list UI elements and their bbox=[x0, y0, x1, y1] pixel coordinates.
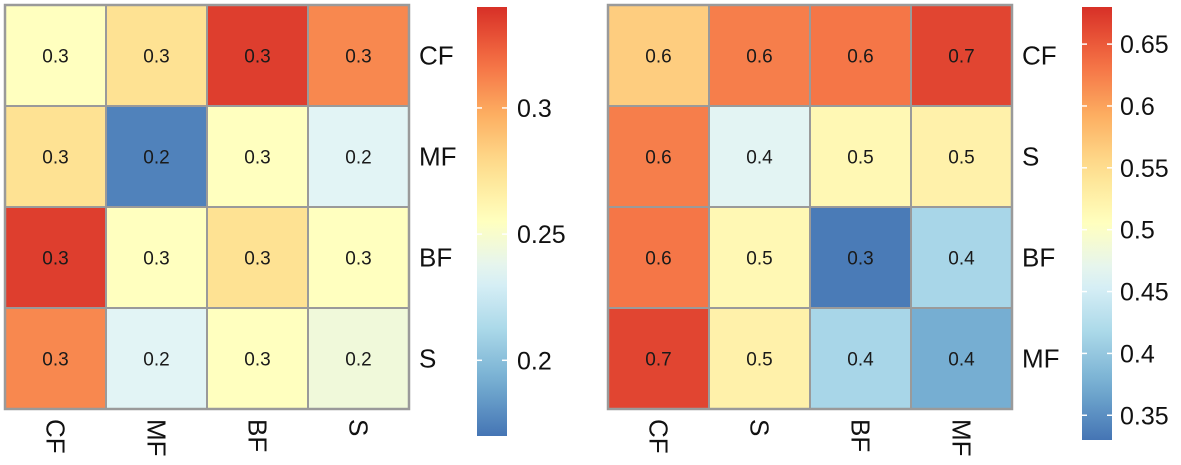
colorbar-tick-label: 0.3 bbox=[517, 95, 552, 123]
cell-value-label: 0.3 bbox=[244, 148, 270, 169]
heatmap-cell bbox=[607, 206, 710, 309]
heatmap-cell bbox=[607, 307, 710, 410]
cell-value-label: 0.2 bbox=[345, 148, 371, 169]
heatmap-cell bbox=[607, 4, 710, 107]
column-label: BF bbox=[243, 419, 273, 452]
colorbar-tick-label: 0.35 bbox=[1120, 402, 1169, 430]
column-label: CF bbox=[644, 419, 674, 454]
colorbar-tick-label: 0.4 bbox=[1120, 340, 1155, 368]
row-label: BF bbox=[419, 243, 452, 273]
heatmap-cell bbox=[4, 4, 107, 107]
cell-value-label: 0.3 bbox=[143, 249, 169, 270]
heatmap-cell bbox=[607, 105, 710, 208]
heatmap-cell bbox=[708, 105, 811, 208]
cell-value-label: 0.3 bbox=[345, 249, 371, 270]
heatmap-cell bbox=[708, 307, 811, 410]
heatmap-cell bbox=[105, 4, 208, 107]
colorbar-tick-label: 0.65 bbox=[1120, 31, 1169, 59]
cell-value-label: 0.7 bbox=[645, 350, 671, 371]
colorbar-tick-label: 0.45 bbox=[1120, 279, 1169, 307]
cell-value-label: 0.5 bbox=[847, 148, 873, 169]
cell-value-label: 0.6 bbox=[847, 47, 873, 68]
row-label: S bbox=[1022, 142, 1039, 172]
column-label: MF bbox=[142, 419, 172, 457]
cell-value-label: 0.4 bbox=[948, 249, 975, 270]
cell-value-label: 0.4 bbox=[948, 350, 975, 371]
row-label: S bbox=[419, 344, 436, 374]
column-label: S bbox=[344, 419, 374, 436]
cell-value-label: 0.5 bbox=[746, 249, 772, 270]
colorbar-tick-label: 0.55 bbox=[1120, 155, 1169, 183]
row-label: BF bbox=[1022, 243, 1055, 273]
column-label: CF bbox=[41, 419, 71, 454]
colorbar bbox=[1082, 7, 1112, 440]
cell-value-label: 0.3 bbox=[42, 47, 68, 68]
cell-value-label: 0.3 bbox=[244, 350, 270, 371]
colorbar-tick-label: 0.5 bbox=[1120, 217, 1155, 245]
column-label: S bbox=[745, 419, 775, 436]
colorbar-tick-label: 0.6 bbox=[1120, 93, 1155, 121]
heatmap-cell bbox=[105, 105, 208, 208]
cell-value-label: 0.4 bbox=[847, 350, 874, 371]
cell-value-label: 0.3 bbox=[42, 148, 68, 169]
heatmap-cell bbox=[307, 206, 410, 309]
row-label: CF bbox=[1022, 41, 1057, 71]
cell-value-label: 0.3 bbox=[345, 47, 371, 68]
cell-value-label: 0.3 bbox=[42, 249, 68, 270]
cell-value-label: 0.6 bbox=[645, 47, 671, 68]
heatmap-frame bbox=[606, 3, 1014, 411]
column-label: MF bbox=[947, 419, 977, 457]
cell-value-label: 0.4 bbox=[746, 148, 773, 169]
cell-value-label: 0.5 bbox=[746, 350, 772, 371]
heatmap-cell bbox=[307, 105, 410, 208]
heatmap-frame bbox=[3, 3, 411, 411]
colorbar bbox=[477, 7, 507, 436]
heatmap-1: 0.3 0.3 0.3 0.3 0.3 0.2 0.3 0.2 0.3 0.3 0.3 0.3 0.3 0… bbox=[3, 3, 566, 457]
row-label: MF bbox=[419, 142, 457, 172]
column-label: BF bbox=[846, 419, 876, 452]
heatmap-cell bbox=[105, 307, 208, 410]
heatmap-2: 0.6 0.6 0.6 0.7 0.6 0.4 0.5 0.5 0.6 0.5 0.3 0.4 0.7 0… bbox=[606, 3, 1169, 457]
cell-value-label: 0.6 bbox=[746, 47, 772, 68]
heatmap-cell bbox=[910, 105, 1013, 208]
colorbar-tick-label: 0.25 bbox=[517, 221, 566, 249]
cell-value-label: 0.3 bbox=[244, 249, 270, 270]
cell-value-label: 0.7 bbox=[948, 47, 974, 68]
cell-value-label: 0.2 bbox=[143, 148, 169, 169]
heatmap-cell bbox=[809, 105, 912, 208]
cell-value-label: 0.3 bbox=[42, 350, 68, 371]
heatmap-cell bbox=[105, 206, 208, 309]
cell-value-label: 0.3 bbox=[244, 47, 270, 68]
cell-value-label: 0.3 bbox=[847, 249, 873, 270]
heatmap-cell bbox=[910, 206, 1013, 309]
cell-value-label: 0.2 bbox=[143, 350, 169, 371]
cell-value-label: 0.2 bbox=[345, 350, 371, 371]
cell-value-label: 0.5 bbox=[948, 148, 974, 169]
heatmap-cell bbox=[307, 307, 410, 410]
row-label: MF bbox=[1022, 344, 1060, 374]
cell-value-label: 0.6 bbox=[645, 148, 671, 169]
cell-value-label: 0.6 bbox=[645, 249, 671, 270]
cell-value-label: 0.3 bbox=[143, 47, 169, 68]
heatmap-cell bbox=[708, 4, 811, 107]
row-label: CF bbox=[419, 41, 454, 71]
colorbar-tick-label: 0.2 bbox=[517, 347, 552, 375]
